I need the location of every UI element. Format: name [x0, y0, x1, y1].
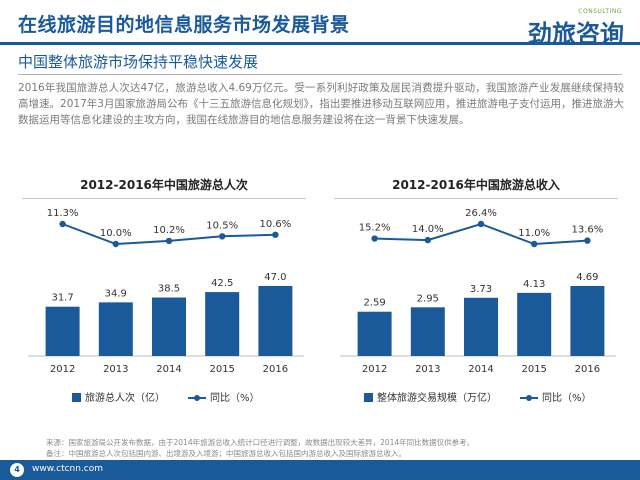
- logo: CONSULTING 劲旅咨询: [514, 6, 624, 48]
- bar-value-label: 4.69: [576, 272, 598, 283]
- bar-value-label: 3.73: [470, 284, 492, 295]
- bar-value-label: 2.95: [417, 293, 439, 304]
- header-divider: [0, 42, 640, 45]
- growth-point: [165, 237, 173, 245]
- bar: [205, 292, 240, 356]
- x-tick-label: 2012: [362, 364, 387, 375]
- growth-value-label: 10.0%: [100, 228, 132, 239]
- growth-value-label: 11.3%: [47, 208, 79, 219]
- source-line-2: 备注：中国旅游总人次包括国内游、出境游及入境游；中国旅游总收入包括国内游总收入及…: [46, 449, 406, 458]
- chart-panel-visits: 2012-2016年中国旅游总人次 31.7 2012 34.9 2013 38.5 20…: [14, 166, 314, 426]
- section-subtitle: 中国整体旅游市场保持平稳快速发展: [18, 53, 259, 71]
- growth-value-label: 10.5%: [206, 220, 238, 231]
- growth-point: [584, 237, 591, 244]
- bar-value-label: 38.5: [158, 284, 180, 295]
- legend-bar-swatch: [72, 393, 81, 402]
- header: 在线旅游目的地信息服务市场发展背景 CONSULTING 劲旅咨询: [0, 0, 640, 52]
- growth-value-label: 14.0%: [412, 224, 444, 235]
- bar: [357, 311, 392, 356]
- bar: [410, 307, 445, 356]
- page-title: 在线旅游目的地信息服务市场发展背景: [18, 14, 350, 36]
- growth-point: [59, 220, 66, 228]
- footer-url[interactable]: www.ctcnn.com: [32, 464, 104, 474]
- chart-title: 2012-2016年中国旅游总收入: [392, 178, 560, 192]
- growth-point: [371, 235, 378, 242]
- x-tick-label: 2016: [575, 364, 600, 375]
- bar-value-label: 47.0: [264, 272, 286, 283]
- bar: [570, 286, 605, 356]
- source-note: 来源：国家旅游局公开发布数据，由于2014年旅游总收入统计口径进行调整，故数据出…: [46, 437, 474, 459]
- growth-point: [531, 240, 538, 248]
- growth-point: [272, 231, 279, 238]
- x-tick-label: 2015: [521, 364, 546, 375]
- growth-value-label: 10.6%: [260, 219, 292, 230]
- intro-paragraph: 2016年我国旅游总人次达47亿，旅游总收入4.69万亿元。受一系列利好政策及居…: [18, 82, 624, 126]
- bar-value-label: 42.5: [211, 278, 233, 289]
- logo-en: CONSULTING: [578, 8, 622, 15]
- chart-title-divider: [22, 198, 306, 199]
- growth-point: [112, 240, 120, 248]
- x-tick-label: 2014: [468, 364, 493, 375]
- bar-value-label: 2.59: [363, 298, 385, 309]
- legend-label: 同比（%）: [542, 392, 592, 404]
- chart-panel-revenue: 2012-2016年中国旅游总收入 2.59 2012 2.95 2013 3.73 20…: [326, 166, 626, 426]
- chart-title: 2012-2016年中国旅游总人次: [80, 178, 248, 192]
- bar: [45, 306, 80, 356]
- legend-bar-swatch: [364, 393, 373, 402]
- growth-value-label: 11.0%: [518, 228, 550, 239]
- subtitle-divider: [18, 74, 622, 75]
- growth-point: [424, 236, 431, 244]
- x-tick-label: 2014: [156, 364, 181, 375]
- bar-value-label: 4.13: [523, 279, 545, 290]
- bar: [152, 297, 186, 356]
- growth-point: [477, 220, 485, 228]
- x-tick-label: 2012: [50, 364, 75, 375]
- legend-line-marker: [526, 395, 532, 401]
- x-tick-label: 2013: [415, 364, 440, 375]
- growth-value-label: 13.6%: [572, 225, 604, 236]
- page-number: 4: [10, 463, 24, 477]
- legend-label: 整体旅游交易规模（万亿）: [377, 391, 497, 404]
- bar: [258, 286, 293, 356]
- x-tick-label: 2013: [103, 364, 128, 375]
- chart-title-divider: [334, 198, 618, 199]
- growth-value-label: 15.2%: [359, 223, 391, 234]
- legend-label: 旅游总人次（亿）: [85, 391, 165, 404]
- legend-label: 同比（%）: [210, 392, 260, 404]
- x-tick-label: 2015: [209, 364, 234, 375]
- growth-value-label: 26.4%: [465, 208, 497, 219]
- growth-point: [219, 233, 226, 240]
- bar-value-label: 34.9: [105, 288, 127, 299]
- legend-line-marker: [194, 395, 200, 401]
- source-line-1: 来源：国家旅游局公开发布数据，由于2014年旅游总收入统计口径进行调整，故数据出…: [46, 438, 475, 447]
- bar: [517, 292, 552, 356]
- bar-value-label: 31.7: [51, 293, 73, 304]
- footer-bar: [0, 460, 640, 480]
- bar: [464, 297, 498, 356]
- bar: [98, 302, 133, 356]
- chart-visits: 31.7 2012 34.9 2013 38.5 2014 42.5 2015 47.0 2016…: [28, 208, 304, 404]
- growth-value-label: 10.2%: [153, 225, 185, 236]
- x-tick-label: 2016: [263, 364, 288, 375]
- chart-revenue: 2.59 2012 2.95 2013 3.73 2014 4.13 2015 4.69 2016…: [340, 208, 616, 404]
